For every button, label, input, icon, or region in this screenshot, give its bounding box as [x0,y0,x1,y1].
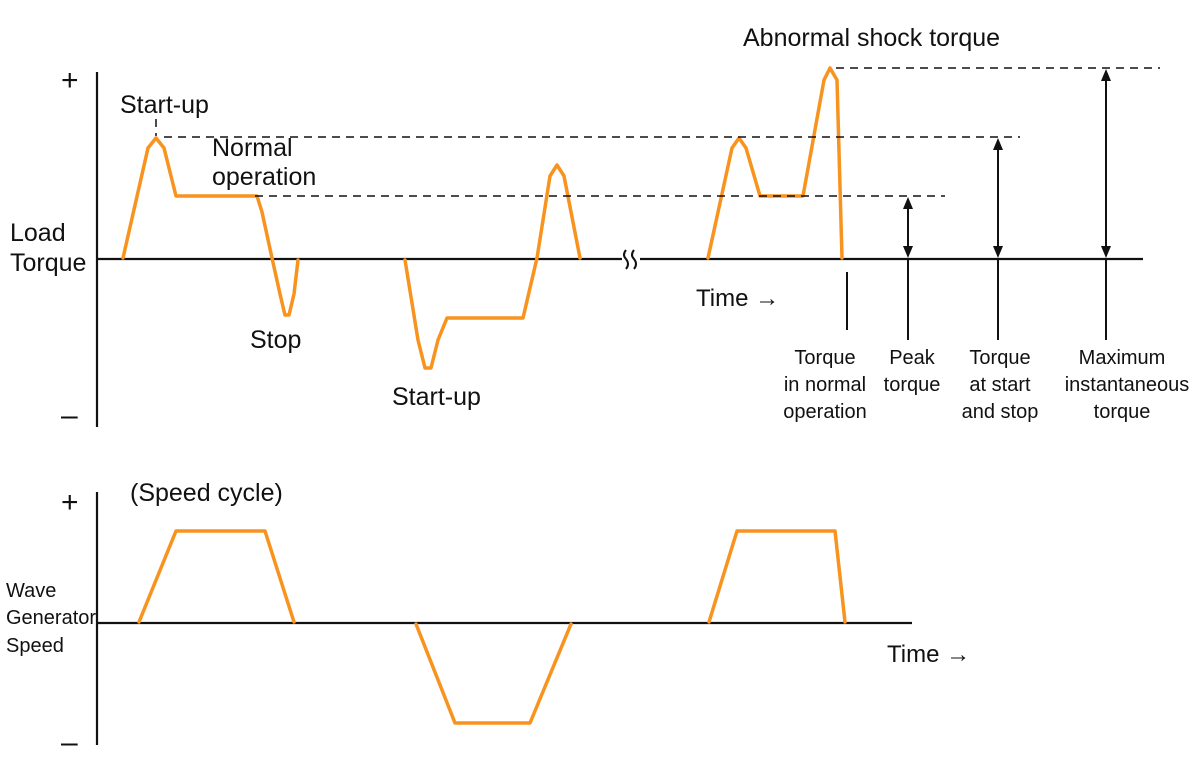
torque-y-label-line1: Load [10,219,66,247]
svg-text:at start: at start [969,374,1031,396]
peak-torque-arrow [903,197,913,340]
start-stop-torque-arrow [993,138,1003,340]
speed-cycle-title: (Speed cycle) [130,479,283,507]
speed-waveform-cycle-1 [137,529,296,624]
startup-bottom-label: Start-up [392,383,481,411]
torque-waveform-cycle-2 [403,163,582,370]
svg-text:operation: operation [783,401,866,423]
svg-text:torque: torque [1094,401,1151,423]
start-stop-torque-label: Torque at start and stop [962,347,1039,423]
normal-operation-label-line2: operation [212,163,316,191]
torque-minus-sign: – [61,399,78,432]
svg-text:Maximum: Maximum [1079,347,1166,369]
speed-time-label: Time → [887,641,970,668]
torque-waveform-cycle-3 [706,66,844,260]
speed-plus-sign: + [61,486,79,519]
stop-label: Stop [250,326,301,354]
speed-waveform-cycle-3 [707,529,847,624]
torque-plus-sign: + [61,64,79,97]
torque-time-label: Time → [696,285,779,312]
torque-waveform-cycle-1 [121,136,300,317]
load-torque-plot: + – Load Torque Start-up Normal operatio… [10,24,1189,432]
peak-torque-label: Peak torque [884,347,941,396]
max-instantaneous-torque-label: Maximum instantaneous torque [1065,347,1190,423]
torque-normal-operation-label: Torque in normal operation [783,347,866,423]
svg-text:Peak: Peak [889,347,936,369]
startup-top-label: Start-up [120,91,209,119]
speed-y-label-line2: Generator [6,607,96,629]
svg-text:in normal: in normal [784,374,866,396]
normal-operation-label-line1: Normal [212,134,293,162]
svg-text:instantaneous: instantaneous [1065,374,1190,396]
svg-text:Torque: Torque [794,347,855,369]
speed-minus-sign: – [61,726,78,759]
max-instantaneous-torque-arrow [1101,69,1111,340]
svg-text:and stop: and stop [962,401,1039,423]
torque-y-label-line2: Torque [10,249,86,277]
speed-cycle-plot: + – (Speed cycle) Wave Generator Speed T… [6,479,970,759]
speed-y-label-line1: Wave [6,580,56,602]
axis-break-icon [623,249,637,270]
speed-waveform-cycle-2 [414,622,573,725]
svg-text:torque: torque [884,374,941,396]
speed-y-label-line3: Speed [6,635,64,657]
svg-text:Torque: Torque [969,347,1030,369]
abnormal-shock-label: Abnormal shock torque [743,24,1000,52]
